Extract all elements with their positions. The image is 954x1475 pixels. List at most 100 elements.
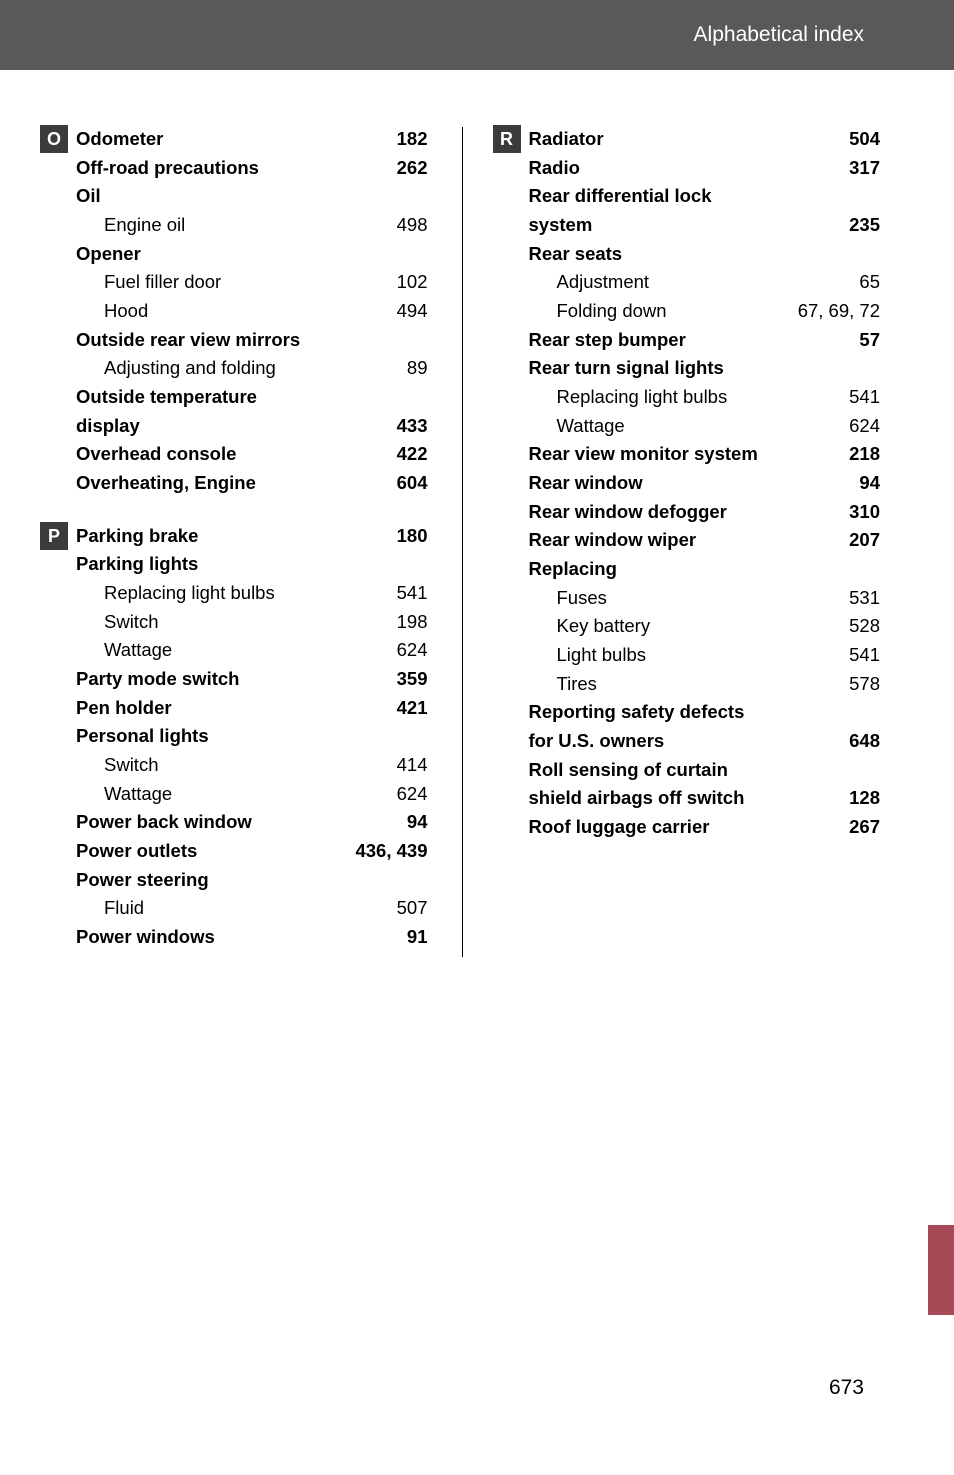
entry-label: for U.S. owners xyxy=(529,727,665,756)
entry-page: 317 xyxy=(847,154,880,183)
entry-label: Overhead console xyxy=(76,440,236,469)
entries-block: Parking brake 180Parking lightsReplacing… xyxy=(76,522,428,952)
index-entry: Light bulbs 541 xyxy=(529,641,881,670)
entry-label: Fuses xyxy=(557,584,607,613)
entry-page: 67, 69, 72 xyxy=(796,297,880,326)
entry-page: 267 xyxy=(847,813,880,842)
index-entry: Fuel filler door 102 xyxy=(76,268,428,297)
entry-label: Wattage xyxy=(104,636,172,665)
index-entry: shield airbags off switch128 xyxy=(529,784,881,813)
entry-label: Parking brake xyxy=(76,522,198,551)
index-entry: Adjusting and folding 89 xyxy=(76,354,428,383)
index-entry: Roof luggage carrier267 xyxy=(529,813,881,842)
index-entry: Replacing light bulbs 541 xyxy=(529,383,881,412)
entry-page: 422 xyxy=(395,440,428,469)
entry-label: Power back window xyxy=(76,808,252,837)
entry-label: Key battery xyxy=(557,612,651,641)
letter-box: P xyxy=(40,522,68,550)
entry-page: 65 xyxy=(857,268,880,297)
entry-label: Overheating, Engine xyxy=(76,469,256,498)
side-tab xyxy=(928,1225,954,1315)
right-column: RRadiator 504Radio 317Rear differential … xyxy=(493,125,885,957)
entry-page: 541 xyxy=(847,641,880,670)
entry-label: Odometer xyxy=(76,125,163,154)
entry-page: 94 xyxy=(405,808,428,837)
entry-label: shield airbags off switch xyxy=(529,784,745,813)
entry-page: 436, 439 xyxy=(353,837,427,866)
entry-page: 359 xyxy=(395,665,428,694)
index-entry: Overheating, Engine 604 xyxy=(76,469,428,498)
left-column: OOdometer 182Off-road precautions 262Oil… xyxy=(40,125,432,957)
index-heading: Oil xyxy=(76,182,428,211)
index-entry: Wattage624 xyxy=(529,412,881,441)
entry-label: Light bulbs xyxy=(557,641,646,670)
index-heading: Opener xyxy=(76,240,428,269)
index-entry: Rear window defogger 310 xyxy=(529,498,881,527)
entry-page: 91 xyxy=(405,923,428,952)
entry-page: 507 xyxy=(395,894,428,923)
entry-page: 262 xyxy=(395,154,428,183)
entry-page: 180 xyxy=(395,522,428,551)
entry-label: system xyxy=(529,211,593,240)
entry-page: 494 xyxy=(395,297,428,326)
index-entry: Odometer 182 xyxy=(76,125,428,154)
index-heading: Replacing xyxy=(529,555,881,584)
index-entry: Switch 198 xyxy=(76,608,428,637)
entry-label: Party mode switch xyxy=(76,665,239,694)
entry-page: 89 xyxy=(405,354,428,383)
header-band: Alphabetical index xyxy=(0,0,954,70)
index-entry: Power back window 94 xyxy=(76,808,428,837)
index-entry: Tires 578 xyxy=(529,670,881,699)
entry-page: 624 xyxy=(395,636,428,665)
index-entry: Power windows 91 xyxy=(76,923,428,952)
index-entry: Folding down 67, 69, 72 xyxy=(529,297,881,326)
index-entry: Fluid 507 xyxy=(76,894,428,923)
entry-page: 498 xyxy=(395,211,428,240)
entry-page: 541 xyxy=(847,383,880,412)
entry-label: Wattage xyxy=(104,780,172,809)
index-section: P Parking brake 180Parking lightsReplacin… xyxy=(40,522,432,952)
entry-label: Rear window defogger xyxy=(529,498,727,527)
entry-page: 624 xyxy=(395,780,428,809)
entry-label: Adjustment xyxy=(557,268,650,297)
index-content: OOdometer 182Off-road precautions 262Oil… xyxy=(0,70,954,957)
index-section: OOdometer 182Off-road precautions 262Oil… xyxy=(40,125,432,498)
index-entry: Rear view monitor system 218 xyxy=(529,440,881,469)
index-entry: Adjustment 65 xyxy=(529,268,881,297)
entry-page: 57 xyxy=(857,326,880,355)
entry-label: Off-road precautions xyxy=(76,154,259,183)
entry-page: 310 xyxy=(847,498,880,527)
entries-block: Radiator 504Radio 317Rear differential l… xyxy=(529,125,881,842)
entry-label: Switch xyxy=(104,608,159,637)
index-entry: Overhead console 422 xyxy=(76,440,428,469)
entry-page: 414 xyxy=(395,751,428,780)
index-heading: Parking lights xyxy=(76,550,428,579)
entry-label: Folding down xyxy=(557,297,667,326)
entry-label: Fuel filler door xyxy=(104,268,221,297)
entry-page: 94 xyxy=(857,469,880,498)
index-entry: for U.S. owners 648 xyxy=(529,727,881,756)
index-entry: display 433 xyxy=(76,412,428,441)
index-entry: Wattage 624 xyxy=(76,780,428,809)
entry-label: Switch xyxy=(104,751,159,780)
index-heading: Rear turn signal lights xyxy=(529,354,881,383)
entry-page: 578 xyxy=(847,670,880,699)
index-entry: Rear window wiper 207 xyxy=(529,526,881,555)
entry-page: 421 xyxy=(395,694,428,723)
index-heading: Outside rear view mirrors xyxy=(76,326,428,355)
entry-label: Radiator xyxy=(529,125,604,154)
index-entry: Rear window 94 xyxy=(529,469,881,498)
entry-label: Fluid xyxy=(104,894,144,923)
index-heading: Power steering xyxy=(76,866,428,895)
entry-label: Rear window wiper xyxy=(529,526,697,555)
index-heading: Rear differential lock xyxy=(529,182,881,211)
index-entry: Parking brake 180 xyxy=(76,522,428,551)
entry-label: Replacing light bulbs xyxy=(104,579,275,608)
entry-page: 102 xyxy=(395,268,428,297)
index-entry: Fuses 531 xyxy=(529,584,881,613)
entry-page: 433 xyxy=(395,412,428,441)
page-number: 673 xyxy=(829,1376,864,1400)
entry-label: Rear window xyxy=(529,469,643,498)
index-entry: Radiator 504 xyxy=(529,125,881,154)
index-entry: Replacing light bulbs 541 xyxy=(76,579,428,608)
